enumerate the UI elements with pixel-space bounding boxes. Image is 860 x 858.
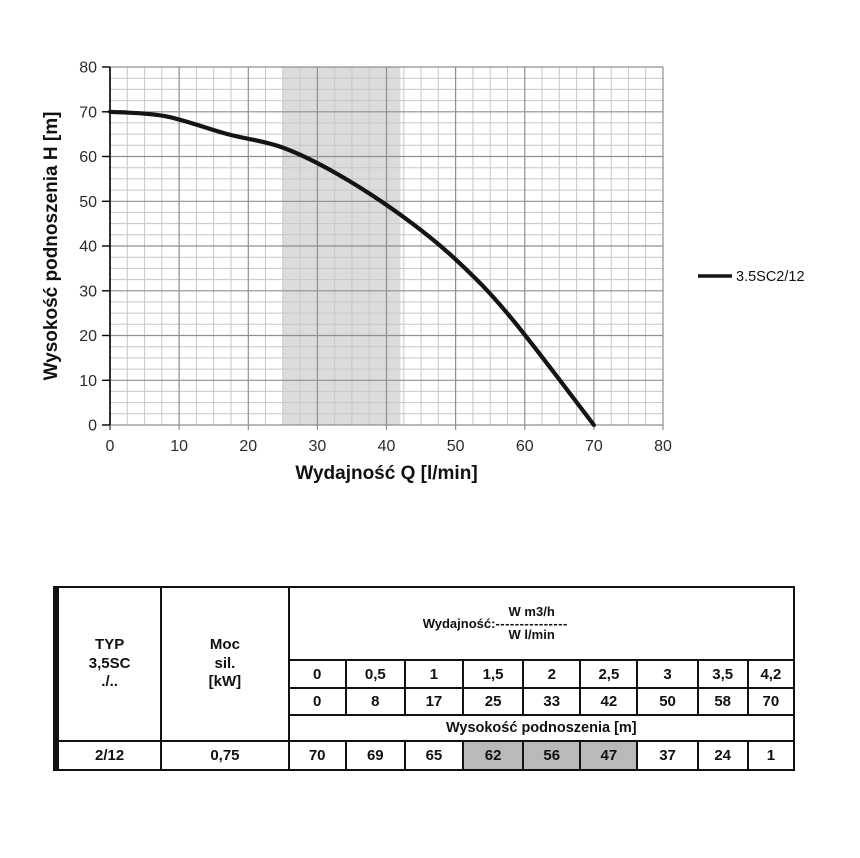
lmin-cell: 17 <box>403 687 465 716</box>
x-axis-title: Wydajność Q [l/min] <box>295 463 477 484</box>
y-axis-title: Wysokość podnoszenia H [m] <box>41 112 62 381</box>
m3h-cell: 3,5 <box>696 659 749 689</box>
lmin-cell: 58 <box>696 687 749 716</box>
y-tick-label: 20 <box>79 328 97 345</box>
y-tick-label: 80 <box>79 60 97 77</box>
lmin-cell: 25 <box>462 687 525 716</box>
power-header-cell: Moc sil. [kW] <box>160 586 290 742</box>
lmin-cell: 42 <box>579 687 639 716</box>
y-tick-label: 70 <box>79 104 97 121</box>
flow-label: Wydajność: <box>422 615 496 631</box>
head-cell: 37 <box>636 740 699 771</box>
head-cell-highlighted: 62 <box>462 740 525 771</box>
lmin-cell: 50 <box>636 687 699 716</box>
m3h-cell: 2,5 <box>579 659 639 689</box>
m3h-cell: 3 <box>636 659 699 689</box>
pump-power-cell: 0,75 <box>160 740 290 771</box>
spec-table-wrap: TYP 3,5SC ./.. Moc sil. [kW] Wydajność: … <box>53 586 796 771</box>
x-tick-label: 20 <box>239 438 257 455</box>
y-tick-label: 10 <box>79 373 97 390</box>
x-tick-label: 0 <box>106 438 115 455</box>
m3h-cell: 0 <box>287 659 347 689</box>
x-tick-label: 40 <box>378 438 396 455</box>
head-cell: 69 <box>344 740 406 771</box>
pump-spec-table: TYP 3,5SC ./.. Moc sil. [kW] Wydajność: … <box>53 586 796 771</box>
lmin-cell: 0 <box>287 687 347 716</box>
x-tick-label: 30 <box>309 438 327 455</box>
head-cell: 24 <box>696 740 749 771</box>
flow-m3h-row: 0 0,5 1 1,5 2 2,5 3 3,5 4,2 <box>56 659 796 689</box>
m3h-cell: 1 <box>403 659 465 689</box>
y-tick-label: 30 <box>79 283 97 300</box>
type-header-cell: TYP 3,5SC ./.. <box>54 586 163 742</box>
flow-header: Wydajność: W m3/h --------------- W l/mi… <box>291 604 747 644</box>
pump-data-row: 2/12 0,75 70 69 65 62 56 47 37 24 1 <box>54 740 796 771</box>
lmin-cell: 33 <box>522 687 582 716</box>
pump-type-cell: 2/12 <box>54 740 163 771</box>
head-cell: 1 <box>746 740 796 771</box>
lmin-cell: 70 <box>746 687 796 716</box>
pump-curve <box>107 109 596 428</box>
lmin-cell: 8 <box>344 687 406 716</box>
x-tick-label: 70 <box>585 438 603 455</box>
legend: 3.5SC2/12 <box>698 269 805 285</box>
legend-label: 3.5SC2/12 <box>736 269 805 285</box>
x-tick-label: 10 <box>170 438 188 455</box>
head-cell: 65 <box>403 740 465 771</box>
head-banner-cell: Wysokość podnoszenia [m] <box>287 714 796 742</box>
m3h-cell: 0,5 <box>344 659 406 689</box>
y-tick-label: 50 <box>79 194 97 211</box>
m3h-cell: 4,2 <box>746 659 796 689</box>
y-tick-label: 40 <box>79 239 97 256</box>
flow-unit-lmin: W l/min <box>508 627 555 643</box>
x-tick-label: 60 <box>516 438 534 455</box>
y-tick-label: 0 <box>88 418 97 435</box>
flow-lmin-row: 0 8 17 25 33 42 50 58 70 <box>56 687 796 716</box>
flow-header-cell: Wydajność: W m3/h --------------- W l/mi… <box>287 586 796 661</box>
head-cell-highlighted: 47 <box>579 740 639 771</box>
flow-unit-m3h: W m3/h <box>508 603 555 619</box>
flow-units-fraction: W m3/h --------------- W l/min <box>495 604 567 644</box>
head-cell: 70 <box>287 740 347 771</box>
m3h-cell: 1,5 <box>462 659 525 689</box>
x-tick-label: 80 <box>654 438 672 455</box>
x-tick-label: 50 <box>447 438 465 455</box>
pump-curve-chart: 0 10 20 30 40 50 60 70 80 0 10 20 30 40 50 60 70 80 Wydajn… <box>41 60 805 485</box>
m3h-cell: 2 <box>522 659 582 689</box>
head-cell-highlighted: 56 <box>522 740 582 771</box>
fraction-divider: --------------- <box>495 615 568 631</box>
y-tick-label: 60 <box>79 149 97 166</box>
